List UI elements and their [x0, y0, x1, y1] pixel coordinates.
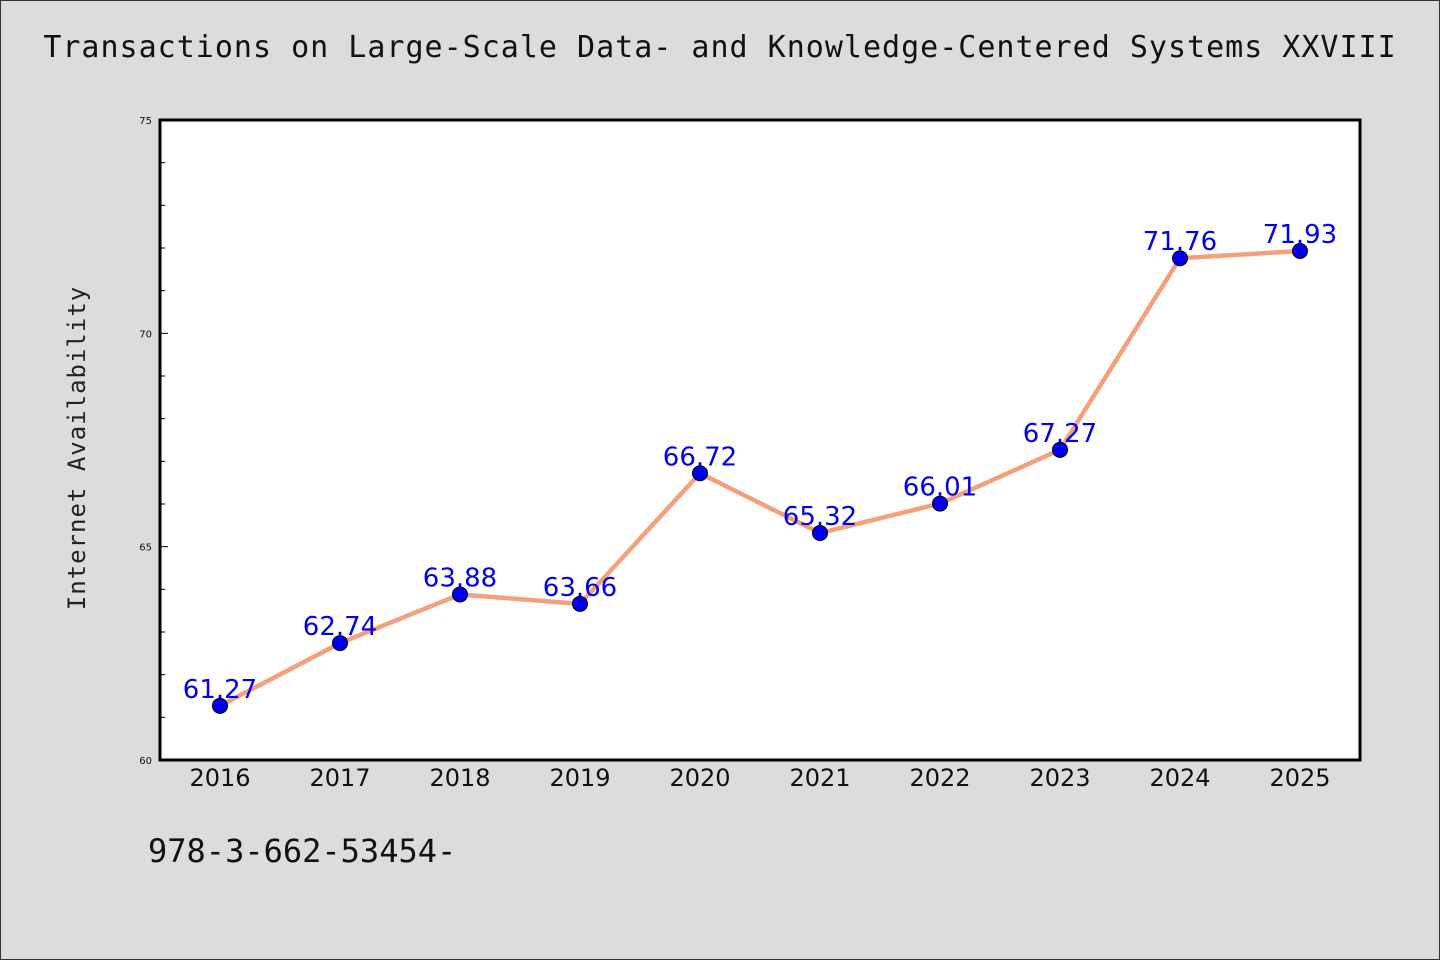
- data-series: 61.27 62.74 63.88 63.66 66.72 65.32 66.01 67.27…: [183, 220, 1337, 714]
- data-label: 71.93: [1263, 220, 1337, 250]
- data-point: [1172, 250, 1188, 267]
- y-axis: 60 65 70 75: [139, 116, 168, 767]
- series-line: [218, 248, 1301, 708]
- data-point: [332, 635, 348, 652]
- data-point: [1292, 242, 1308, 259]
- y-tick-label: 70: [139, 329, 152, 340]
- data-label: 63.66: [543, 573, 617, 603]
- isbn-text: 978-3-662-53454-: [148, 832, 457, 870]
- data-label: 66.72: [663, 442, 737, 472]
- x-tick-label: 2016: [189, 764, 250, 792]
- x-tick-label: 2023: [1029, 764, 1090, 792]
- y-tick-label: 65: [139, 543, 152, 554]
- x-tick-label: 2025: [1269, 764, 1330, 792]
- data-point: [452, 586, 468, 603]
- data-point: [812, 525, 828, 542]
- data-label: 61.27: [183, 675, 257, 705]
- data-point: [932, 495, 948, 512]
- y-axis-label: Internet Availability: [63, 286, 91, 610]
- data-label: 67.27: [1023, 419, 1097, 449]
- data-point: [692, 465, 708, 482]
- x-tick-label: 2021: [789, 764, 850, 792]
- x-tick-label: 2020: [669, 764, 730, 792]
- x-tick-label: 2018: [429, 764, 490, 792]
- chart-title: Transactions on Large-Scale Data- and Kn…: [43, 30, 1397, 65]
- data-point: [1052, 441, 1068, 458]
- data-point: [212, 697, 228, 714]
- data-label: 63.88: [423, 563, 497, 593]
- x-tick-label: 2017: [309, 764, 370, 792]
- data-point: [572, 595, 588, 612]
- data-label: 65.32: [783, 502, 857, 532]
- x-tick-label: 2019: [549, 764, 610, 792]
- x-tick-label: 2024: [1149, 764, 1210, 792]
- data-label: 71.76: [1143, 227, 1217, 257]
- x-tick-label: 2022: [909, 764, 970, 792]
- y-tick-label: 60: [139, 756, 152, 767]
- x-axis: 2016 2017 2018 2019 2020 2021 2022 2023 2024 2025: [189, 764, 1330, 792]
- y-tick-label: 75: [139, 116, 152, 127]
- data-label: 62.74: [303, 612, 377, 642]
- plot-area: [158, 118, 1362, 762]
- data-label: 66.01: [903, 473, 977, 503]
